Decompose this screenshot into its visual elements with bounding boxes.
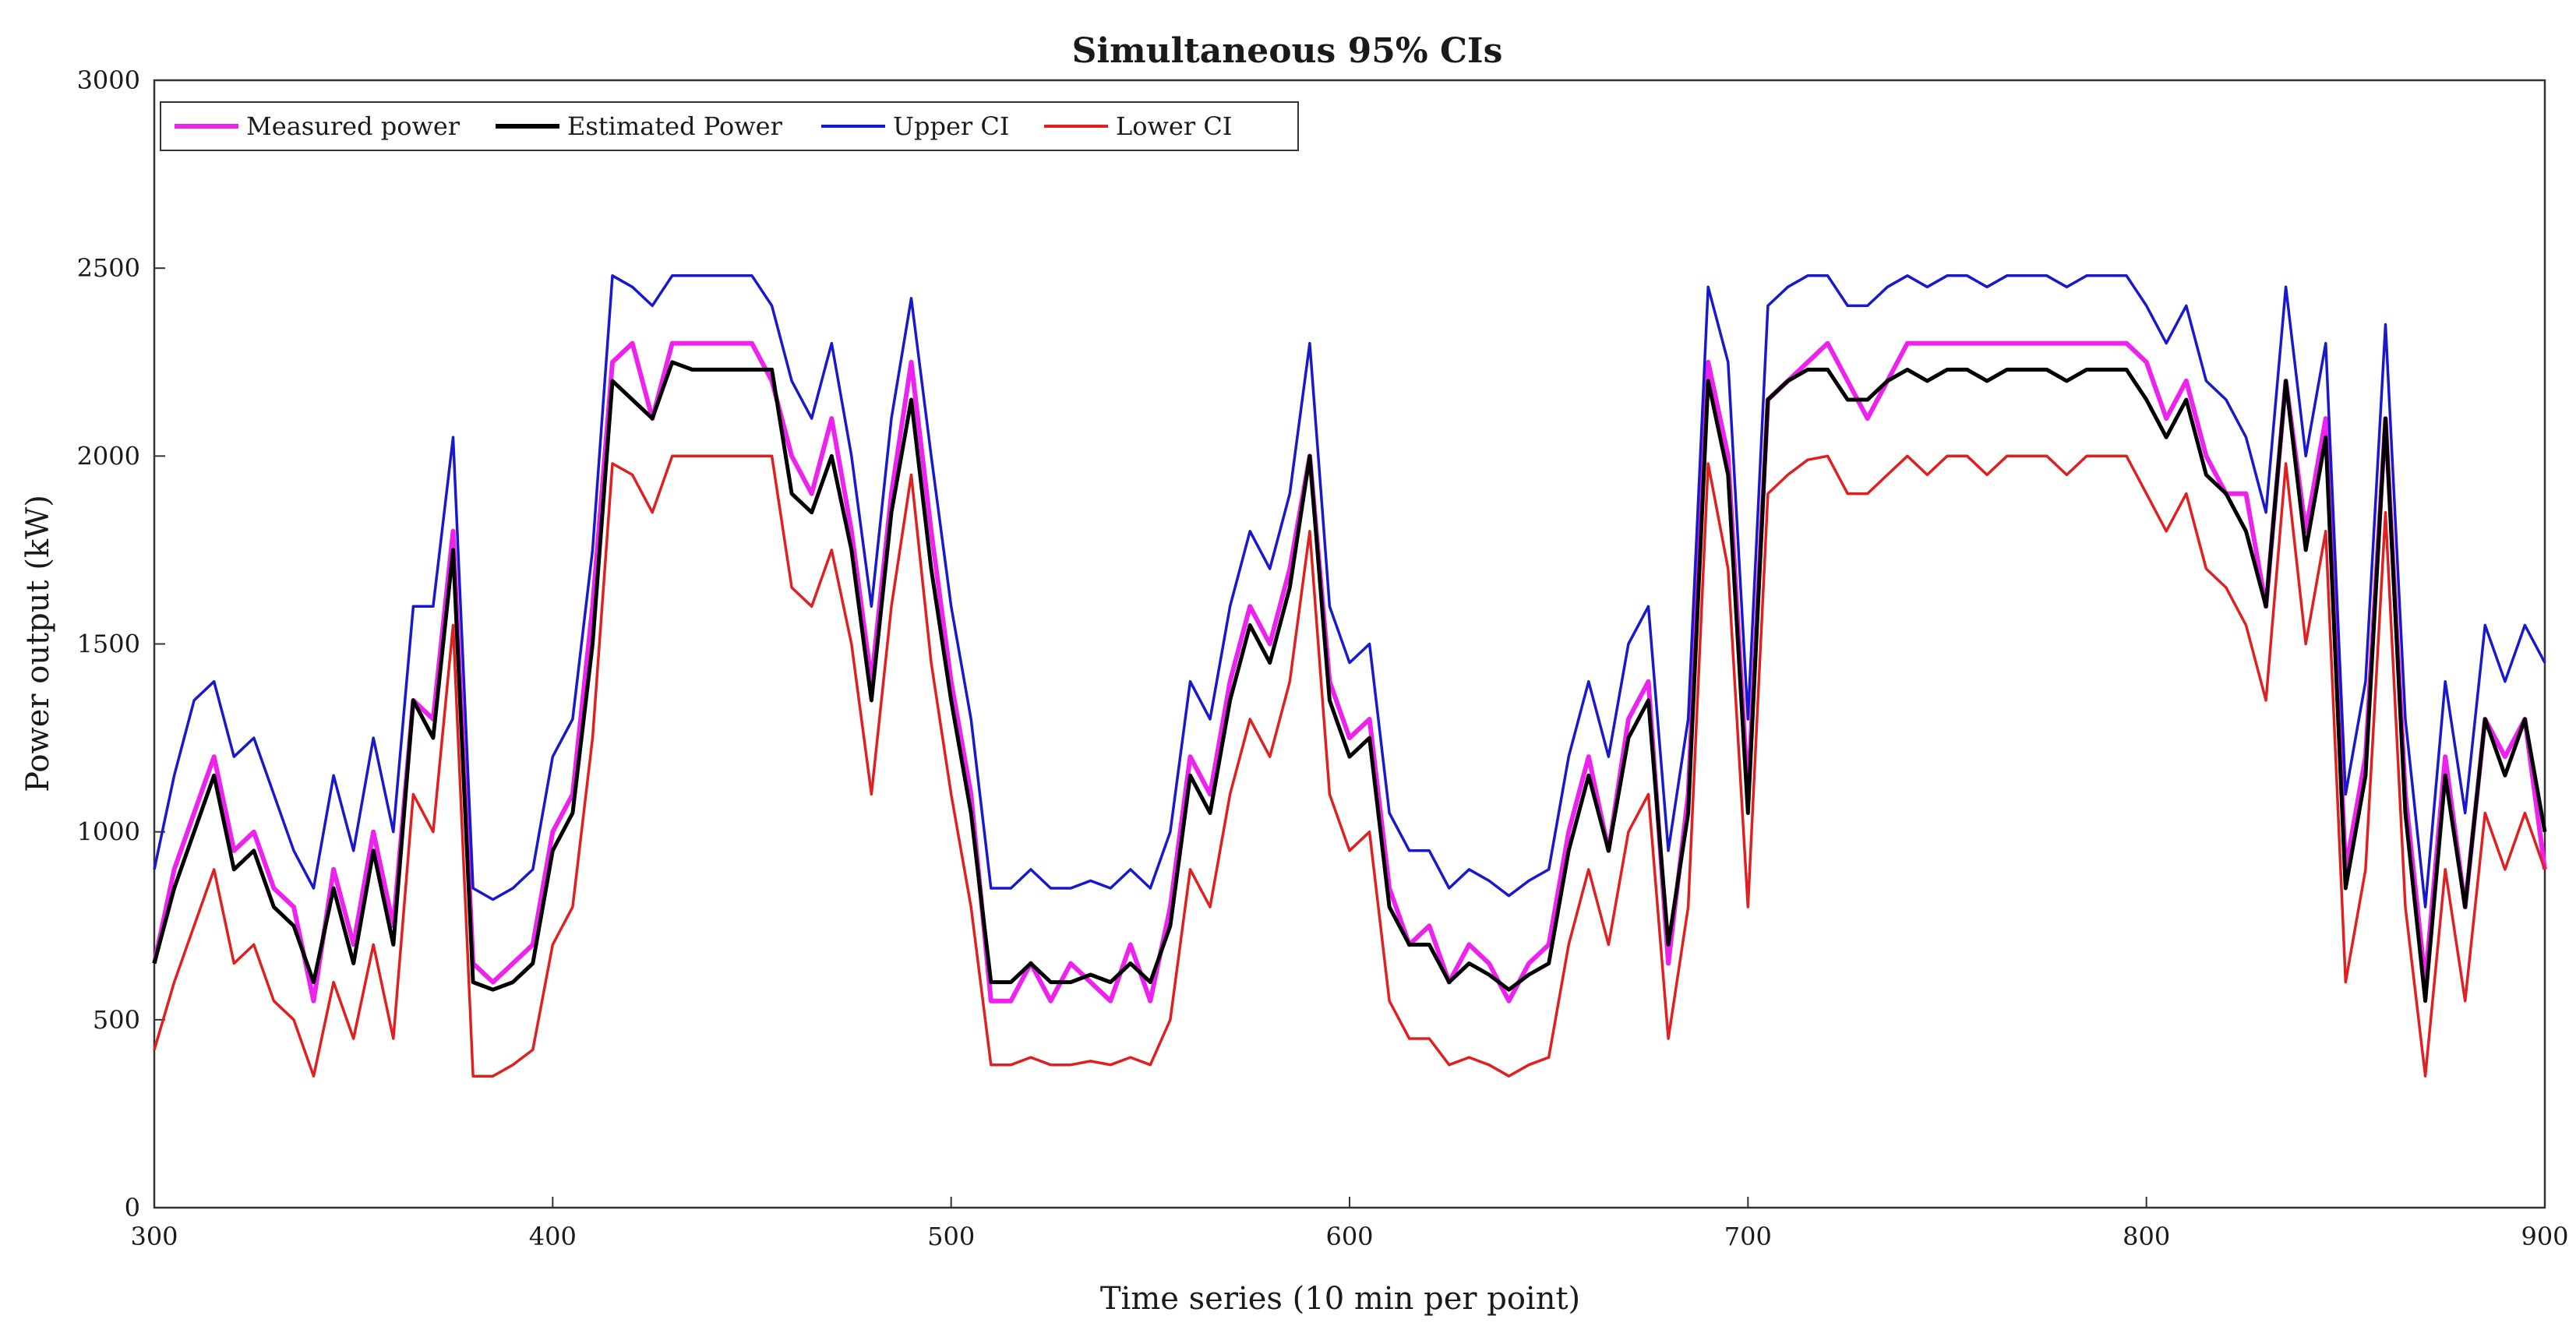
- x-tick-label: 300: [130, 1222, 178, 1251]
- legend-label-upper-ci: Upper CI: [893, 111, 1009, 141]
- x-axis-label: Time series (10 min per point): [1100, 1281, 1580, 1317]
- plot-area: [153, 79, 2546, 1209]
- x-tick-label: 400: [529, 1222, 577, 1251]
- x-tick-label: 500: [927, 1222, 975, 1251]
- legend-label-estimated-power: Estimated Power: [567, 111, 783, 141]
- y-axis-label: Power output (kW): [20, 495, 56, 792]
- y-tick-label: 2000: [77, 441, 140, 471]
- legend-label-lower-ci: Lower CI: [1116, 111, 1232, 141]
- y-tick-label: 500: [93, 1005, 140, 1035]
- x-tick-label: 800: [2123, 1222, 2170, 1251]
- x-tick-label: 700: [1724, 1222, 1772, 1251]
- legend: Measured power Estimated Power Upper CI …: [160, 101, 1299, 151]
- y-tick-label: 0: [125, 1193, 140, 1222]
- legend-box: [160, 101, 1299, 151]
- series-line-upper-ci: [153, 274, 2546, 908]
- legend-label-measured-power: Measured power: [246, 111, 461, 141]
- series-line-measured-power: [152, 340, 2547, 1004]
- series-line-estimated-power: [152, 360, 2547, 1004]
- y-tick-label: 2500: [77, 253, 140, 283]
- chart-title: Simultaneous 95% CIs: [1072, 31, 1503, 71]
- x-tick-label: 900: [2521, 1222, 2568, 1251]
- y-tick-label: 1000: [77, 817, 140, 847]
- series-line-lower-ci: [153, 454, 2546, 1078]
- y-axis: 0 500 1000 1500 2000 2500 3000: [77, 65, 165, 1222]
- x-axis: 300 400 500 600 700 800 900: [130, 1197, 2569, 1251]
- x-tick-label: 600: [1325, 1222, 1373, 1251]
- y-tick-label: 3000: [77, 65, 140, 95]
- series-lines: [152, 274, 2547, 1078]
- y-tick-label: 1500: [77, 630, 140, 659]
